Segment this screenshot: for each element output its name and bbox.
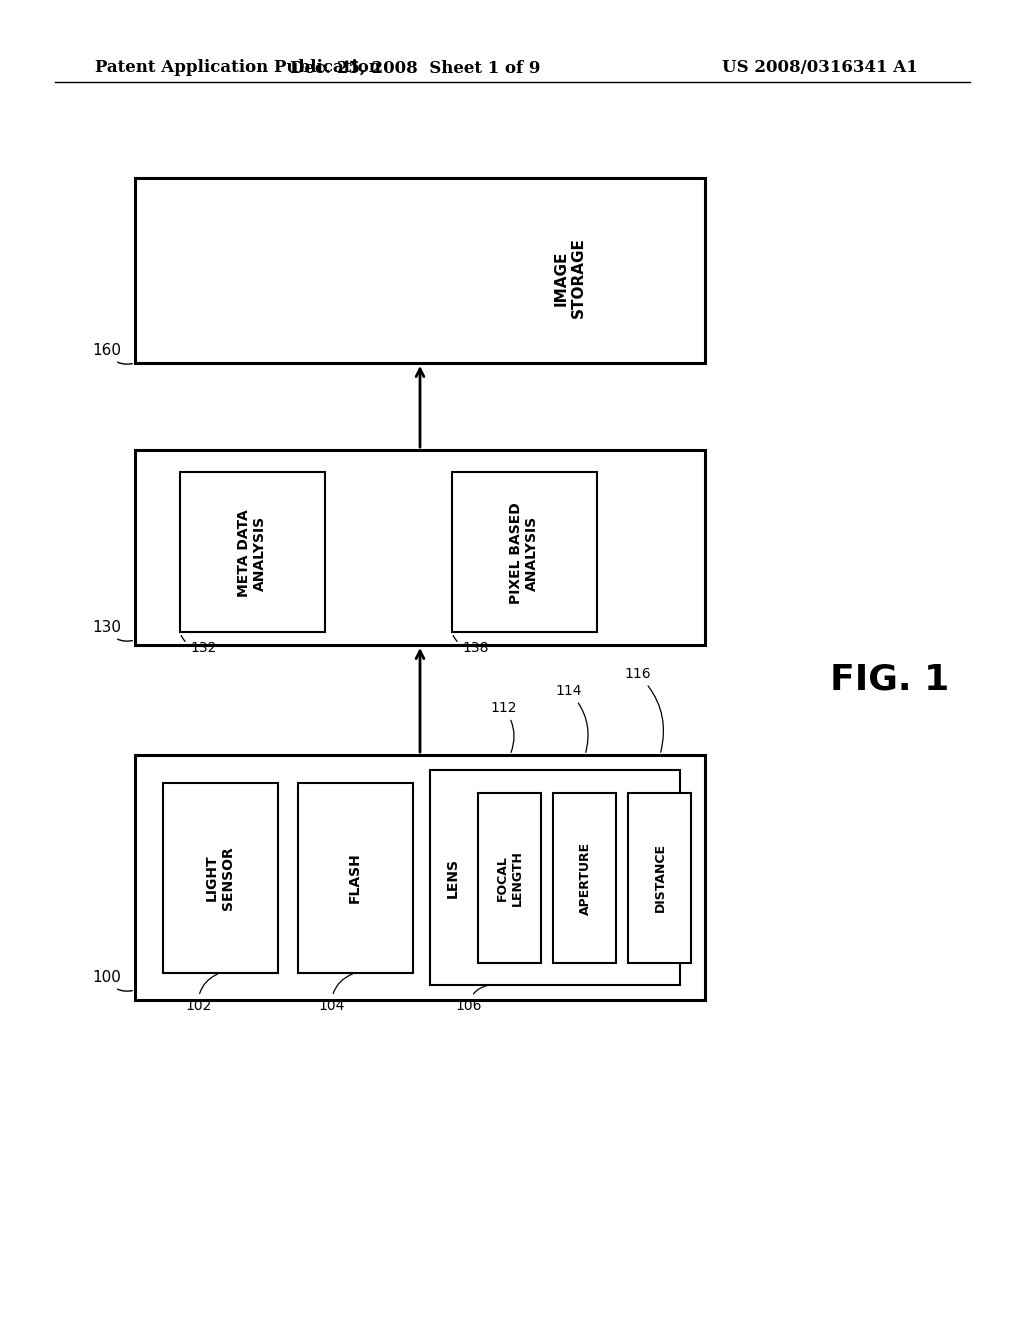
Text: PIXEL BASED
ANALYSIS: PIXEL BASED ANALYSIS	[509, 502, 539, 603]
Text: Dec. 25, 2008  Sheet 1 of 9: Dec. 25, 2008 Sheet 1 of 9	[290, 59, 541, 77]
Text: US 2008/0316341 A1: US 2008/0316341 A1	[722, 59, 918, 77]
Text: APERTURE: APERTURE	[579, 841, 592, 915]
Bar	[180, 473, 325, 632]
Bar	[452, 473, 597, 632]
Text: 116: 116	[624, 667, 664, 752]
Text: FLASH: FLASH	[348, 853, 362, 903]
Text: 130: 130	[92, 620, 132, 642]
Text: FIG. 1: FIG. 1	[830, 663, 949, 697]
Text: 114: 114	[555, 684, 588, 752]
Text: 112: 112	[490, 701, 516, 752]
Text: 104: 104	[318, 974, 352, 1012]
Bar	[553, 793, 616, 964]
Bar	[478, 793, 541, 964]
Text: LIGHT
SENSOR: LIGHT SENSOR	[205, 846, 236, 909]
Text: 106: 106	[455, 986, 487, 1012]
Text: 138: 138	[454, 635, 488, 655]
Bar	[135, 755, 705, 1001]
Text: 132: 132	[181, 635, 216, 655]
Text: FOCAL
LENGTH: FOCAL LENGTH	[496, 850, 524, 906]
Text: META DATA
ANALYSIS: META DATA ANALYSIS	[237, 510, 267, 597]
Bar	[628, 793, 691, 964]
Bar	[430, 770, 680, 985]
Text: 160: 160	[92, 343, 132, 364]
Bar	[135, 178, 705, 363]
Text: IMAGE
STORAGE: IMAGE STORAGE	[554, 238, 586, 318]
Text: 100: 100	[92, 970, 132, 991]
Text: Patent Application Publication: Patent Application Publication	[95, 59, 381, 77]
Bar	[298, 783, 413, 973]
Text: DISTANCE: DISTANCE	[653, 843, 667, 912]
Bar	[135, 450, 705, 645]
Bar	[163, 783, 278, 973]
Text: 102: 102	[185, 974, 217, 1012]
Text: LENS: LENS	[446, 858, 460, 898]
